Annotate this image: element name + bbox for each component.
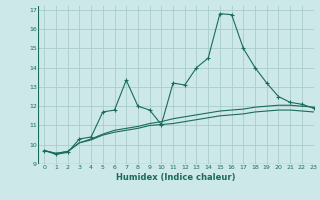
X-axis label: Humidex (Indice chaleur): Humidex (Indice chaleur) (116, 173, 236, 182)
